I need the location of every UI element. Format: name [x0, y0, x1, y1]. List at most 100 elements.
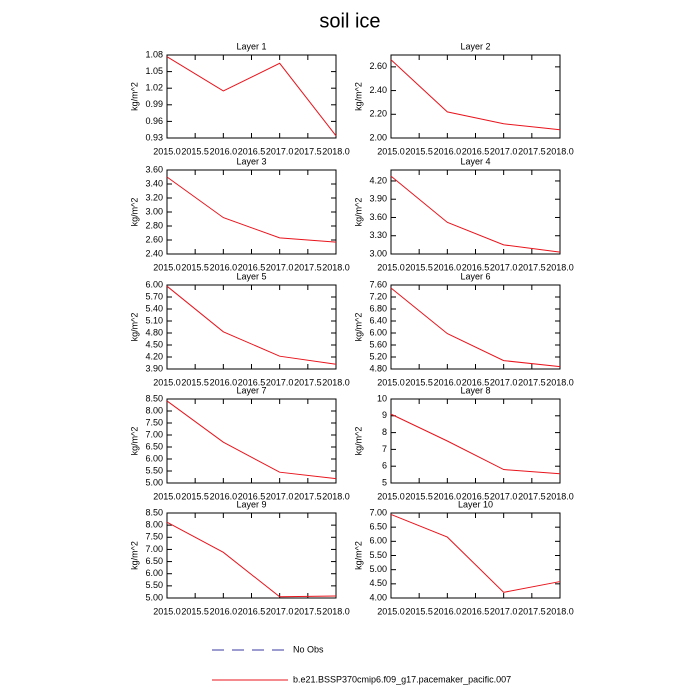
x-tick-label: 2017.0 [266, 491, 294, 501]
y-tick-label: 3.90 [145, 363, 163, 373]
x-tick-label: 2015.5 [405, 377, 433, 387]
series-line [390, 175, 561, 253]
y-tick-label: 4.50 [369, 578, 387, 588]
x-tick-label: 2016.0 [434, 377, 462, 387]
y-tick-label: 4.80 [369, 363, 387, 373]
y-tick-label: 1.05 [145, 66, 163, 76]
panel-title: Layer 2 [460, 41, 490, 51]
series-line [166, 285, 337, 365]
x-tick-label: 2015.0 [377, 377, 405, 387]
x-tick-label: 2017.0 [490, 606, 518, 616]
panel-title: Layer 5 [236, 271, 266, 281]
x-tick-label: 2017.5 [518, 606, 546, 616]
y-tick-label: 5.50 [145, 580, 163, 590]
y-tick-label: 1.02 [145, 83, 163, 93]
y-tick-label: 7.50 [145, 417, 163, 427]
x-tick-label: 2017.0 [266, 606, 294, 616]
panel-title: Layer 10 [458, 499, 493, 509]
y-tick-label: 3.30 [369, 230, 387, 240]
y-tick-label: 8 [382, 427, 387, 437]
x-tick-label: 2016.0 [210, 262, 238, 272]
x-tick-label: 2015.5 [405, 491, 433, 501]
x-tick-label: 2018.0 [322, 377, 350, 387]
y-axis-label: kg/m^2 [129, 313, 139, 342]
y-tick-label: 3.60 [369, 212, 387, 222]
x-tick-label: 2016.5 [462, 377, 490, 387]
series-line [166, 56, 337, 137]
y-tick-label: 2.60 [369, 61, 387, 71]
x-tick-label: 2018.0 [322, 606, 350, 616]
x-tick-label: 2016.0 [210, 146, 238, 156]
y-tick-label: 5.60 [369, 339, 387, 349]
x-tick-label: 2016.5 [238, 491, 266, 501]
plot-frame [390, 512, 561, 599]
plot-frame [390, 169, 561, 255]
y-tick-label: 7.20 [369, 291, 387, 301]
x-tick-label: 2016.0 [210, 606, 238, 616]
y-tick-label: 2.00 [369, 132, 387, 142]
y-tick-label: 4.20 [145, 351, 163, 361]
x-tick-label: 2017.5 [294, 262, 322, 272]
x-tick-label: 2016.5 [238, 146, 266, 156]
x-tick-label: 2015.5 [181, 377, 209, 387]
series-line [390, 287, 561, 368]
x-tick-label: 2016.0 [434, 262, 462, 272]
panel-title: Layer 9 [236, 499, 266, 509]
x-tick-label: 2015.5 [181, 606, 209, 616]
y-tick-label: 6.50 [145, 441, 163, 451]
y-axis-label: kg/m^2 [129, 541, 139, 570]
y-tick-label: 8.00 [145, 405, 163, 415]
x-tick-label: 2015.0 [377, 491, 405, 501]
y-tick-label: 7.00 [369, 507, 387, 517]
plot-frame [390, 284, 561, 370]
x-tick-label: 2016.5 [238, 377, 266, 387]
x-tick-label: 2018.0 [546, 262, 574, 272]
x-tick-label: 2015.5 [181, 262, 209, 272]
y-tick-label: 6.00 [369, 327, 387, 337]
y-tick-label: 3.90 [369, 194, 387, 204]
plot-frame [390, 54, 561, 139]
x-tick-label: 2017.5 [518, 262, 546, 272]
y-tick-label: 3.00 [145, 206, 163, 216]
x-tick-label: 2016.0 [434, 606, 462, 616]
y-tick-label: 9 [382, 410, 387, 420]
x-tick-label: 2015.0 [153, 262, 181, 272]
panel-title: Layer 1 [236, 41, 266, 51]
y-tick-label: 6.00 [145, 568, 163, 578]
x-tick-label: 2015.0 [153, 606, 181, 616]
x-tick-label: 2017.0 [266, 377, 294, 387]
panel-title: Layer 4 [460, 156, 490, 166]
y-axis-label: kg/m^2 [353, 198, 363, 227]
panel-title: Layer 7 [236, 385, 266, 395]
y-tick-label: 6.00 [369, 536, 387, 546]
y-tick-label: 7.50 [145, 532, 163, 542]
x-tick-label: 2015.5 [405, 146, 433, 156]
plot-frame [166, 398, 337, 484]
x-tick-label: 2016.5 [462, 491, 490, 501]
y-tick-label: 4.00 [369, 592, 387, 602]
y-tick-label: 5.50 [145, 465, 163, 475]
y-tick-label: 4.20 [369, 175, 387, 185]
y-tick-label: 2.40 [369, 85, 387, 95]
y-tick-label: 1.08 [145, 49, 163, 59]
y-tick-label: 8.00 [145, 520, 163, 530]
x-tick-label: 2017.5 [294, 491, 322, 501]
plot-frame [166, 284, 337, 370]
y-tick-label: 6.50 [369, 522, 387, 532]
x-tick-label: 2015.5 [181, 491, 209, 501]
x-tick-label: 2017.5 [518, 146, 546, 156]
x-tick-label: 2018.0 [322, 491, 350, 501]
y-tick-label: 5.70 [145, 291, 163, 301]
legend-label: b.e21.BSSP370cmip6.f09_g17.pacemaker_pac… [293, 674, 511, 684]
panel-title: Layer 3 [236, 156, 266, 166]
y-tick-label: 6.00 [145, 453, 163, 463]
plot-frame [166, 169, 337, 255]
y-tick-label: 10 [377, 393, 387, 403]
x-tick-label: 2016.0 [434, 491, 462, 501]
x-tick-label: 2017.5 [518, 377, 546, 387]
y-tick-label: 5.50 [369, 550, 387, 560]
y-tick-label: 6.50 [145, 556, 163, 566]
x-tick-label: 2017.5 [518, 491, 546, 501]
x-tick-label: 2015.0 [153, 146, 181, 156]
x-tick-label: 2018.0 [322, 146, 350, 156]
